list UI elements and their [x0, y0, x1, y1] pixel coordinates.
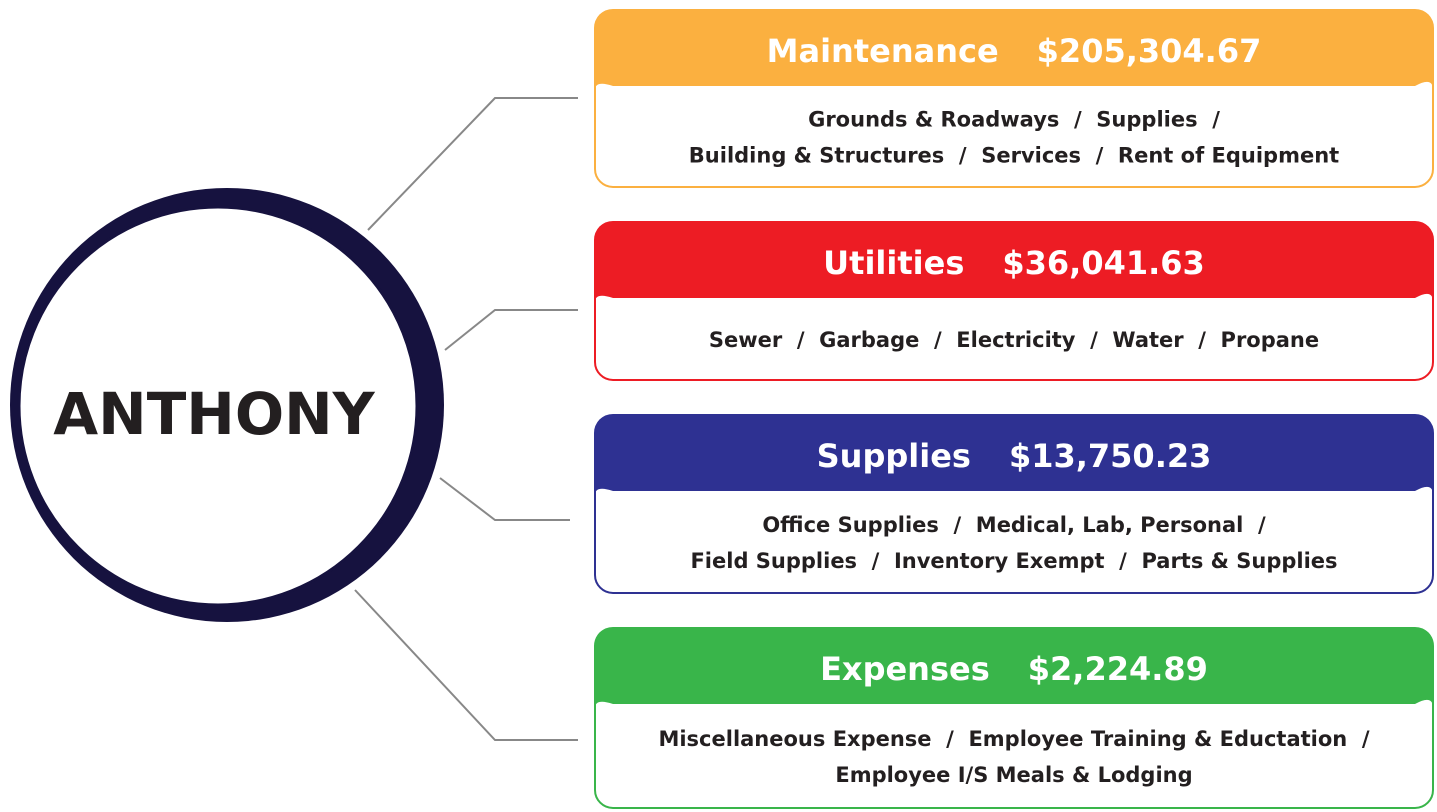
box-amount: $2,224.89	[1028, 650, 1208, 688]
box-header	[595, 222, 1433, 302]
box-description: Field Supplies / Inventory Exempt / Part…	[690, 549, 1337, 573]
box-header-text: Expenses $2,224.89	[820, 650, 1208, 688]
box-header	[595, 10, 1433, 90]
connector	[439, 477, 570, 521]
box-header	[595, 415, 1433, 495]
box-description: Employee I/S Meals & Lodging	[835, 763, 1192, 787]
box-title: Utilities	[823, 244, 964, 282]
box-amount: $36,041.63	[1002, 244, 1204, 282]
box-title: Maintenance	[767, 32, 999, 70]
box-description: Sewer / Garbage / Electricity / Water / …	[709, 328, 1319, 352]
box-header-text: Supplies $13,750.23	[817, 437, 1212, 475]
center-circle	[17, 205, 419, 607]
box-title: Supplies	[817, 437, 971, 475]
box-description: Miscellaneous Expense / Employee Trainin…	[658, 727, 1369, 751]
box-header	[595, 628, 1433, 708]
box-title: Expenses	[820, 650, 990, 688]
box-description: Building & Structures / Services / Rent …	[689, 144, 1339, 168]
box-amount: $205,304.67	[1037, 32, 1262, 70]
box-description: Grounds & Roadways / Supplies /	[808, 108, 1220, 132]
box-description: Office Supplies / Medical, Lab, Personal…	[762, 513, 1266, 537]
connectors	[354, 97, 578, 741]
box-header-text: Maintenance $205,304.67	[767, 32, 1262, 70]
box-header-text: Utilities $36,041.63	[823, 244, 1205, 282]
connector	[444, 309, 578, 351]
connector	[367, 97, 578, 231]
box-amount: $13,750.23	[1009, 437, 1211, 475]
center-label: ANTHONY	[53, 380, 375, 448]
connector	[354, 589, 578, 741]
